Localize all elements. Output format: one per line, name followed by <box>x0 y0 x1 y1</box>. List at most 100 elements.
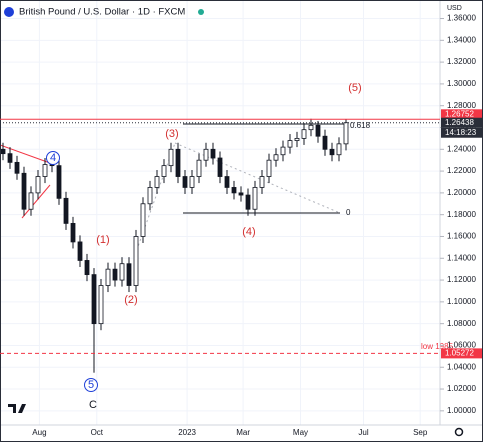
chart-title: British Pound / U.S. Dollar · 1D · FXCM <box>19 7 185 18</box>
annotation: low 1985 <box>421 342 454 351</box>
annotation: (2) <box>124 294 137 306</box>
symbol-icon <box>4 7 14 17</box>
x-tick-label: Oct <box>91 428 104 437</box>
candle-body <box>140 203 146 237</box>
x-tick-label: Aug <box>32 428 46 437</box>
candle-body <box>147 187 153 205</box>
candle-body <box>252 187 258 210</box>
trend-line <box>21 184 51 219</box>
candle-body <box>35 176 41 194</box>
annotation: 5 <box>88 379 94 391</box>
price-label-box <box>441 348 483 359</box>
candle-body <box>133 236 139 286</box>
candle-body <box>161 165 167 177</box>
candle-body <box>322 135 328 150</box>
y-tick-label: 1.04000 <box>447 362 476 371</box>
candle-body <box>175 148 181 177</box>
axes: 1.00000 1.02000 1.04000 1.06000 1.08000 1.100… <box>32 14 483 437</box>
price-label: 1.26438 <box>445 118 474 127</box>
candle-body <box>189 176 195 188</box>
x-tick-label: Sep <box>413 428 428 437</box>
candle-body <box>28 192 34 210</box>
y-tick-label: 1.32000 <box>447 57 476 66</box>
candle-body <box>217 157 223 177</box>
settings-button[interactable] <box>454 427 464 437</box>
y-tick-label: 1.20000 <box>447 188 476 197</box>
y-tick-label: 1.18000 <box>447 210 476 219</box>
annotation: 4 <box>50 152 56 164</box>
y-tick-label: 1.00000 <box>447 406 476 415</box>
annotation: 0 <box>346 208 351 217</box>
y-tick-label: 1.28000 <box>447 101 476 110</box>
candle-body <box>336 143 342 156</box>
annotation: C <box>89 399 97 411</box>
candle-body <box>98 285 104 325</box>
y-tick-label: 1.24000 <box>447 144 476 153</box>
candle-body <box>245 194 251 210</box>
candle-body <box>105 268 111 286</box>
candle-body <box>42 164 48 177</box>
candle-body <box>203 148 209 161</box>
y-tick-label: 1.10000 <box>447 297 476 306</box>
price-label: 1.26752 <box>445 109 474 118</box>
candle-body <box>280 146 286 156</box>
candle-body <box>231 187 237 194</box>
currency: USD <box>447 5 462 12</box>
annotation: (5) <box>348 82 361 94</box>
candle-body <box>294 137 300 141</box>
candles <box>0 118 349 373</box>
candle-body <box>329 148 335 156</box>
countdown: 14:18:23 <box>445 128 477 137</box>
candle-body <box>301 129 307 139</box>
candle-body <box>224 176 230 188</box>
y-tick-label: 1.06000 <box>447 341 476 350</box>
y-tick-label: 1.08000 <box>447 319 476 328</box>
candle-body <box>0 148 6 155</box>
candle-body <box>63 197 69 224</box>
y-tick-label: 1.14000 <box>447 253 476 262</box>
candle-body <box>14 161 20 174</box>
x-tick-label: Mar <box>236 428 250 437</box>
candle-body <box>210 148 216 159</box>
countdown-box <box>441 127 483 138</box>
wave-circle <box>84 378 98 392</box>
candle-body <box>84 260 90 276</box>
y-tick-label: 1.22000 <box>447 166 476 175</box>
price-label: 1.05272 <box>445 348 474 357</box>
annotation: (4) <box>242 226 255 238</box>
y-tick-label: 1.02000 <box>447 384 476 393</box>
candle-body <box>287 140 293 148</box>
candle-body <box>112 268 118 281</box>
y-tick-label: 1.34000 <box>447 35 476 44</box>
candle-body <box>308 124 314 131</box>
annotation: (1) <box>96 234 109 246</box>
candle-body <box>266 159 272 177</box>
y-tick-label: 1.30000 <box>447 79 476 88</box>
candle-body <box>154 176 160 188</box>
price-label-box <box>441 109 483 120</box>
candle-body <box>343 122 349 145</box>
candle-body <box>196 159 202 177</box>
x-tick-label: 2023 <box>178 428 196 437</box>
candle-body <box>7 153 13 163</box>
logo <box>8 404 26 413</box>
trend-line <box>0 144 51 164</box>
candle-body <box>238 192 244 196</box>
annotation: 0.618 <box>350 121 371 130</box>
candle-body <box>56 165 62 199</box>
y-tick-label: 1.36000 <box>447 14 476 23</box>
annotation: (3) <box>165 128 178 140</box>
candle-body <box>168 148 174 167</box>
candle-body <box>182 176 188 188</box>
candle-body <box>77 241 83 261</box>
y-tick-label: 1.12000 <box>447 275 476 284</box>
market-status <box>198 9 204 15</box>
candle-body <box>126 263 132 286</box>
grid <box>0 0 440 425</box>
x-tick-label: May <box>293 428 308 437</box>
candle-body <box>259 176 265 188</box>
y-tick-label: 1.16000 <box>447 232 476 241</box>
price-label-box <box>441 117 483 128</box>
